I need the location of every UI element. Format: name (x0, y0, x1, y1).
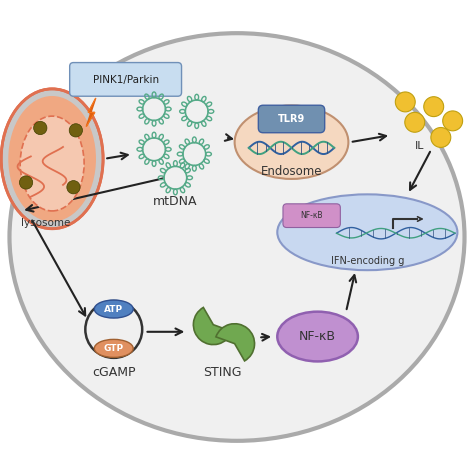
Text: PINK1/Parkin: PINK1/Parkin (92, 74, 159, 85)
Circle shape (34, 121, 47, 135)
Text: Endosome: Endosome (261, 165, 322, 178)
Circle shape (431, 128, 451, 147)
Ellipse shape (277, 194, 457, 270)
Ellipse shape (1, 89, 103, 229)
Ellipse shape (94, 300, 133, 318)
Text: STING: STING (203, 365, 242, 379)
Text: TLR9: TLR9 (278, 114, 305, 124)
FancyBboxPatch shape (258, 105, 325, 133)
Wedge shape (216, 324, 255, 361)
Ellipse shape (277, 312, 358, 361)
Text: lysosome: lysosome (21, 218, 71, 228)
Circle shape (424, 97, 444, 117)
Circle shape (69, 124, 82, 137)
Text: NF-κB: NF-κB (300, 211, 323, 220)
FancyBboxPatch shape (70, 63, 182, 96)
Text: IL: IL (415, 141, 424, 151)
Polygon shape (86, 98, 96, 127)
Ellipse shape (9, 96, 96, 222)
FancyBboxPatch shape (283, 204, 340, 228)
Ellipse shape (94, 339, 133, 357)
Text: GTP: GTP (104, 344, 124, 353)
Circle shape (67, 181, 80, 194)
Circle shape (19, 176, 33, 189)
Wedge shape (193, 308, 232, 345)
Text: IFN-encoding g: IFN-encoding g (331, 255, 404, 266)
Text: mtDNA: mtDNA (153, 195, 198, 208)
Circle shape (443, 111, 463, 131)
Text: NF-κB: NF-κB (299, 330, 336, 343)
Ellipse shape (9, 33, 465, 441)
Circle shape (405, 112, 425, 132)
Circle shape (395, 92, 415, 112)
Ellipse shape (20, 116, 84, 211)
Text: ATP: ATP (104, 305, 123, 313)
Ellipse shape (235, 105, 348, 179)
Text: cGAMP: cGAMP (92, 365, 136, 379)
